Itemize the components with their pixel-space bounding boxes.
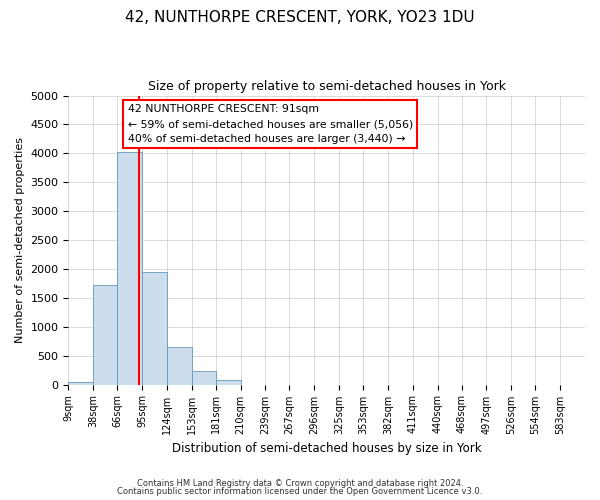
- Bar: [216, 380, 241, 384]
- Text: 42 NUNTHORPE CRESCENT: 91sqm
← 59% of semi-detached houses are smaller (5,056)
4: 42 NUNTHORPE CRESCENT: 91sqm ← 59% of se…: [128, 104, 413, 144]
- Bar: [68, 382, 93, 384]
- Bar: [117, 152, 142, 384]
- Title: Size of property relative to semi-detached houses in York: Size of property relative to semi-detach…: [148, 80, 506, 93]
- Text: Contains public sector information licensed under the Open Government Licence v3: Contains public sector information licen…: [118, 487, 482, 496]
- Bar: [93, 285, 117, 384]
- X-axis label: Distribution of semi-detached houses by size in York: Distribution of semi-detached houses by …: [172, 442, 482, 455]
- Y-axis label: Number of semi-detached properties: Number of semi-detached properties: [15, 137, 25, 343]
- Bar: [192, 370, 216, 384]
- Bar: [167, 347, 192, 385]
- Text: Contains HM Land Registry data © Crown copyright and database right 2024.: Contains HM Land Registry data © Crown c…: [137, 478, 463, 488]
- Bar: [142, 272, 167, 384]
- Text: 42, NUNTHORPE CRESCENT, YORK, YO23 1DU: 42, NUNTHORPE CRESCENT, YORK, YO23 1DU: [125, 10, 475, 25]
